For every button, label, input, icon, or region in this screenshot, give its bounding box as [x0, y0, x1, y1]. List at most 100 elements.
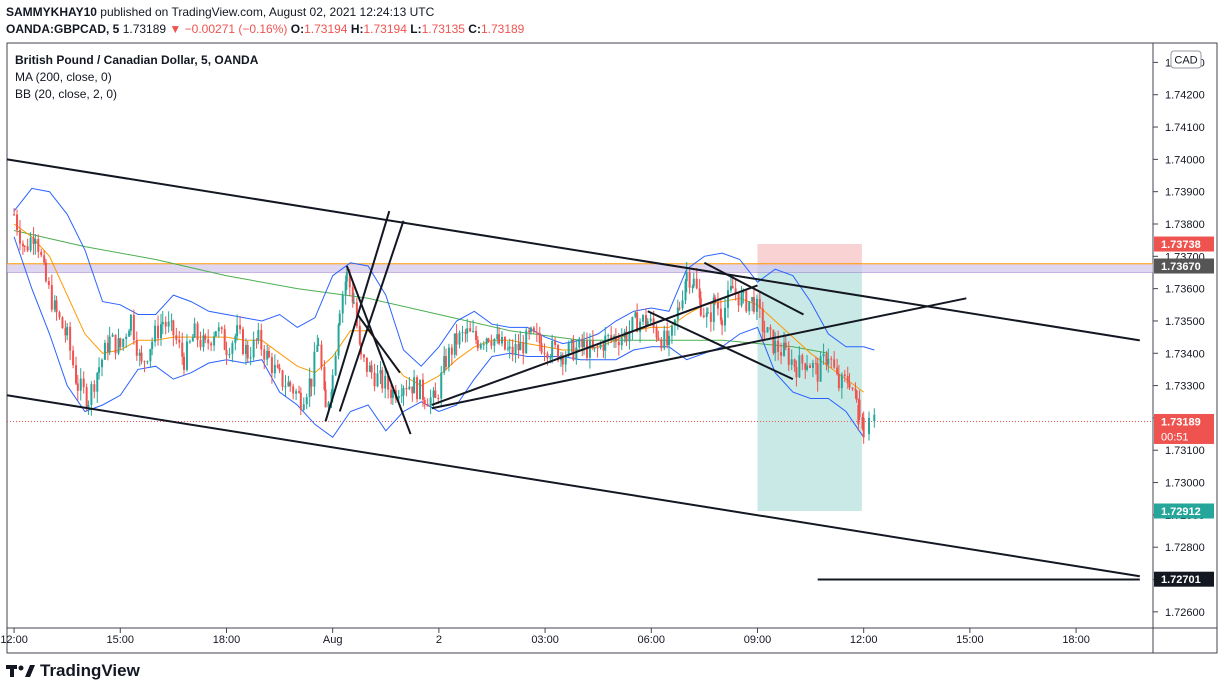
- currency-badge[interactable]: CAD: [1170, 50, 1202, 69]
- candle-body: [740, 293, 743, 306]
- candle-body: [561, 355, 564, 365]
- trend-line[interactable]: [431, 284, 758, 406]
- last-price: 1.73189: [122, 22, 167, 36]
- candle-body: [146, 361, 149, 363]
- candle-body: [352, 302, 355, 304]
- tradingview-brand[interactable]: TradingView: [6, 661, 140, 681]
- candle-body: [225, 349, 228, 356]
- candle-body: [599, 344, 602, 348]
- candle-body: [87, 404, 90, 408]
- candle-body: [827, 358, 830, 365]
- candle-body: [535, 332, 538, 334]
- candle-body: [843, 374, 846, 377]
- candle-body: [305, 397, 308, 405]
- candle-body: [327, 402, 330, 408]
- trend-line[interactable]: [6, 394, 1140, 578]
- candle-body: [128, 330, 131, 337]
- candle-body: [43, 255, 46, 263]
- author-name[interactable]: SAMMYKHAY10: [6, 5, 97, 19]
- candle-body: [50, 284, 53, 310]
- trend-line[interactable]: [431, 297, 967, 410]
- candle-body: [453, 333, 456, 355]
- candle-body: [257, 329, 260, 341]
- candle-body: [748, 301, 751, 312]
- candle-body: [737, 293, 740, 306]
- price-label-text: 1.73738: [1161, 239, 1201, 251]
- trend-line[interactable]: [647, 310, 794, 381]
- candle-body: [660, 339, 663, 349]
- candle-body: [485, 338, 488, 345]
- candle-body: [341, 294, 344, 314]
- candle-body: [783, 342, 786, 356]
- y-tick-label: 1.73600: [1165, 284, 1205, 296]
- candle-body: [276, 364, 279, 368]
- candle-body: [231, 343, 234, 354]
- candle-body: [249, 357, 252, 359]
- candle-body: [540, 343, 543, 353]
- candle-body: [857, 404, 860, 425]
- candle-body: [413, 377, 416, 394]
- x-tick-label: 03:00: [531, 634, 559, 646]
- candle-body: [75, 365, 78, 384]
- candle-body: [421, 379, 424, 400]
- candle-body: [804, 363, 807, 370]
- candle-body: [196, 323, 199, 340]
- trend-line[interactable]: [338, 220, 405, 412]
- trend-line[interactable]: [345, 265, 412, 435]
- candle-body: [390, 389, 393, 398]
- candle-body: [780, 352, 783, 356]
- candle-body: [443, 356, 446, 373]
- open-label: O:: [290, 22, 305, 36]
- candle-body: [581, 338, 584, 348]
- candle-body: [191, 337, 194, 342]
- candle-body: [143, 361, 146, 363]
- candle-body: [620, 337, 623, 346]
- candle-body: [313, 351, 316, 387]
- candle-body: [447, 347, 450, 368]
- candle-body: [405, 388, 408, 390]
- candle-body: [695, 278, 698, 289]
- candle-body: [76, 383, 79, 391]
- trend-line[interactable]: [703, 261, 804, 316]
- candle-body: [61, 317, 64, 329]
- trend-line[interactable]: [356, 313, 401, 374]
- candle-body: [334, 355, 337, 376]
- candle-body: [721, 320, 724, 326]
- candle-body: [255, 339, 258, 341]
- trendline-drawings[interactable]: [6, 158, 1140, 581]
- candle-body: [400, 395, 403, 397]
- currency-badge-label: CAD: [1174, 55, 1197, 67]
- candle-body: [646, 321, 649, 326]
- candle-body: [825, 353, 828, 365]
- trend-line[interactable]: [6, 158, 1140, 342]
- candle-body: [529, 327, 532, 333]
- candle-body: [472, 330, 475, 332]
- candle-body: [830, 358, 833, 360]
- y-tick-label: 1.73100: [1165, 445, 1205, 457]
- candle-body: [351, 287, 354, 303]
- legend-ma[interactable]: MA (200, close, 0): [15, 70, 112, 84]
- take-profit-zone[interactable]: [757, 266, 862, 511]
- price-label-text: 1.72701: [1161, 574, 1201, 586]
- resistance-zone[interactable]: [7, 263, 1153, 273]
- candle-body: [135, 340, 138, 356]
- candle-body: [429, 397, 432, 407]
- candle-body: [848, 383, 851, 388]
- candle-body: [564, 355, 567, 365]
- candle-body: [170, 320, 173, 322]
- candle-body: [837, 374, 840, 389]
- candle-body: [32, 237, 35, 244]
- legend-bb[interactable]: BB (20, close, 2, 0): [15, 87, 117, 101]
- candle-body: [551, 340, 554, 358]
- candle-body: [217, 327, 220, 332]
- candle-body: [784, 342, 787, 348]
- candle-body: [79, 378, 82, 391]
- price-label-text: 1.73189: [1161, 416, 1201, 428]
- candle-body: [522, 342, 525, 354]
- legend-title[interactable]: British Pound / Canadian Dollar, 5, OAND…: [15, 53, 259, 67]
- publish-info: SAMMYKHAY10 published on TradingView.com…: [6, 5, 434, 19]
- candle-body: [772, 329, 775, 354]
- down-arrow-icon: ▼: [169, 22, 182, 36]
- stop-loss-zone[interactable]: [757, 244, 862, 267]
